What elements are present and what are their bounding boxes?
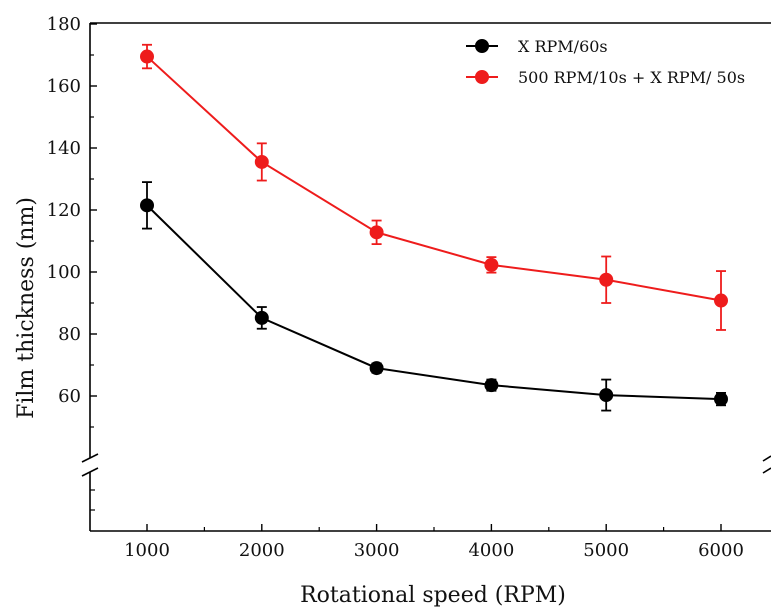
x-tick-label-1000: 1000: [124, 540, 170, 561]
x-tick-label-4000: 4000: [468, 540, 514, 561]
y-tick-label-180: 180: [47, 14, 81, 35]
legend-label-0: X RPM/60s: [518, 37, 608, 56]
series-line-0: [146, 204, 722, 401]
axes: [81, 22, 771, 532]
y-axis-break-mark-2: [81, 467, 99, 477]
legend-marker-1: [475, 70, 489, 84]
x-tick-label-2000: 2000: [239, 540, 285, 561]
y-tick-label-80: 80: [58, 324, 81, 345]
data-point-1-1: [254, 154, 269, 169]
data-point-0-0: [140, 198, 154, 213]
y-axis-title: Film thickness (nm): [14, 197, 39, 419]
data-point-1-3: [484, 257, 499, 272]
y-tick-label-160: 160: [47, 76, 81, 97]
data-point-0-3: [484, 378, 499, 393]
series-line-1: [146, 55, 722, 302]
right-break-mark-1: [762, 455, 771, 462]
y-tick-label-60: 60: [58, 386, 81, 407]
y-axis-break-mark-1: [81, 453, 99, 463]
data-point-0-1: [254, 310, 269, 325]
x-tick-label-5000: 5000: [583, 540, 629, 561]
ticks: 60 80 100 120 140 160 180 1000 2000 3000 4000 5000 6…: [47, 14, 744, 561]
x-axis-title: Rotational speed (RPM): [300, 583, 566, 608]
data-point-1-0: [140, 49, 154, 64]
y-tick-label-100: 100: [47, 262, 81, 283]
data-point-0-5: [714, 392, 728, 407]
data-point-1-2: [369, 225, 384, 240]
data-point-0-4: [599, 388, 614, 403]
x-tick-label-6000: 6000: [698, 540, 744, 561]
data-point-0-2: [369, 361, 384, 376]
data-point-1-5: [714, 293, 728, 308]
legend: X RPM/60s 500 RPM/10s + X RPM/ 50s: [466, 37, 745, 87]
x-tick-label-3000: 3000: [354, 540, 400, 561]
legend-marker-0: [475, 39, 489, 53]
right-break-mark-2: [762, 467, 771, 474]
data-point-1-4: [599, 272, 614, 287]
legend-label-1: 500 RPM/10s + X RPM/ 50s: [518, 68, 745, 87]
y-tick-label-140: 140: [47, 138, 81, 159]
series: [140, 43, 728, 412]
y-tick-label-120: 120: [47, 200, 81, 221]
